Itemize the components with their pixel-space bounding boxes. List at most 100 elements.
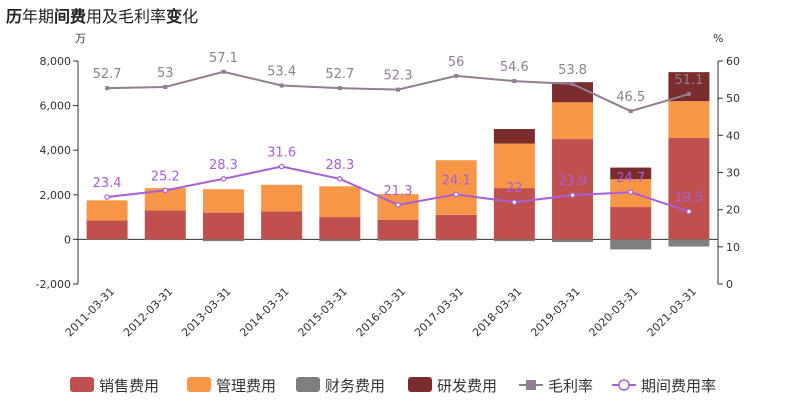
bar-sales xyxy=(319,217,361,240)
point-period xyxy=(511,199,518,206)
point-period xyxy=(162,187,169,194)
data-label-gross: 46.5 xyxy=(616,90,645,105)
data-label-period: 28.3 xyxy=(325,158,354,173)
legend-marker-period xyxy=(618,379,630,391)
legend-label-sales: 销售费用 xyxy=(99,377,159,395)
bars xyxy=(86,72,710,250)
data-label-period: 28.3 xyxy=(209,158,238,173)
bar-mgmt xyxy=(202,189,244,213)
y-tick-label-left: 6,000 xyxy=(40,100,72,113)
data-label-period: 19.5 xyxy=(674,191,703,206)
bar-sales xyxy=(377,219,419,240)
bar-rd xyxy=(668,72,710,102)
point-period xyxy=(337,176,343,182)
bar-sales xyxy=(493,188,535,240)
legend: 销售费用 管理费用 财务费用 研发费用 毛利率 期间费用率 xyxy=(70,377,716,395)
data-label-period: 23.4 xyxy=(93,176,122,191)
bar-finance xyxy=(202,239,244,242)
bar-sales xyxy=(668,137,710,240)
y-tick-label-left: -2,000 xyxy=(36,278,71,291)
bar-rd xyxy=(610,167,652,180)
bar-mgmt xyxy=(86,200,128,221)
bar-mgmt xyxy=(435,160,477,215)
point-gross xyxy=(279,83,284,88)
bar-sales xyxy=(86,220,128,240)
bar-mgmt xyxy=(668,101,710,138)
legend-label-rd: 研发费用 xyxy=(437,377,497,395)
point-period xyxy=(569,192,576,198)
point-gross xyxy=(628,109,633,114)
y-tick-label-left: 4,000 xyxy=(40,144,72,157)
chart-title: 历年期间费用及毛利率变化 xyxy=(6,3,198,27)
x-tick-label: 2014-03-31 xyxy=(237,285,291,339)
data-label-gross: 52.7 xyxy=(93,67,122,82)
bar-finance xyxy=(610,239,652,250)
bar-mgmt xyxy=(552,102,594,140)
x-tick-label: 2017-03-31 xyxy=(412,285,466,339)
point-gross xyxy=(512,79,517,84)
data-label-period: 25.2 xyxy=(151,169,180,184)
point-period xyxy=(220,176,227,182)
point-period xyxy=(453,191,459,198)
bar-finance xyxy=(668,239,710,247)
x-tick-label: 2019-03-31 xyxy=(528,285,582,339)
bar-mgmt xyxy=(144,188,186,211)
right-unit-label: % xyxy=(713,32,723,45)
x-tick-label: 2011-03-31 xyxy=(63,285,117,339)
data-label-gross: 57.1 xyxy=(209,51,238,66)
point-gross xyxy=(454,73,459,78)
bar-finance xyxy=(552,239,594,243)
point-period xyxy=(104,194,110,200)
y-tick-label-right: 60 xyxy=(726,55,740,68)
y-tick-label-right: 50 xyxy=(726,92,740,105)
point-gross xyxy=(105,86,110,91)
title-part: 年期 xyxy=(22,7,55,26)
y-tick-label-left: 2,000 xyxy=(40,189,72,202)
data-label-gross: 52.3 xyxy=(384,69,413,84)
point-period xyxy=(686,208,692,215)
y-tick-label-right: 0 xyxy=(726,278,733,291)
bar-rd xyxy=(493,129,535,144)
bar-rd xyxy=(552,82,594,103)
data-label-period: 24.7 xyxy=(616,171,645,186)
lines xyxy=(104,69,692,215)
data-label-period: 23.9 xyxy=(558,174,587,189)
x-tick-label: 2018-03-31 xyxy=(470,285,524,339)
data-label-gross: 53.4 xyxy=(267,65,296,80)
x-tick-label: 2012-03-31 xyxy=(121,285,175,339)
left-unit-label: 万 xyxy=(75,32,86,45)
y-tick-label-right: 20 xyxy=(726,204,740,217)
bar-sales xyxy=(144,210,186,240)
data-label-gross: 53 xyxy=(157,66,174,81)
y-tick-label-left: 0 xyxy=(64,233,71,246)
point-period xyxy=(627,189,634,195)
legend-label-period: 期间费用率 xyxy=(641,377,716,395)
data-label-period: 21.3 xyxy=(384,184,413,199)
point-gross xyxy=(337,86,342,91)
bar-sales xyxy=(552,139,594,240)
bar-sales xyxy=(610,207,652,240)
data-label-gross: 54.6 xyxy=(500,60,529,75)
bar-mgmt xyxy=(493,143,535,189)
x-tick-label: 2021-03-31 xyxy=(645,285,699,339)
bar-finance xyxy=(261,239,303,241)
point-gross xyxy=(686,92,691,97)
bar-sales xyxy=(202,212,244,240)
y-tick-label-right: 10 xyxy=(726,241,740,254)
bar-finance xyxy=(435,239,477,241)
legend-swatch-finance xyxy=(296,377,320,392)
legend-label-finance: 财务费用 xyxy=(325,377,385,395)
bar-mgmt xyxy=(319,186,361,218)
data-label-gross: 53.8 xyxy=(558,63,587,78)
legend-label-gross: 毛利率 xyxy=(548,377,593,395)
point-gross xyxy=(221,69,226,74)
point-gross xyxy=(396,87,400,92)
bar-finance xyxy=(377,239,419,241)
title-part: 用及毛利率 xyxy=(86,7,167,26)
title-part: 间费 xyxy=(54,7,87,26)
point-period xyxy=(278,163,285,170)
x-tick-label: 2013-03-31 xyxy=(179,285,233,339)
title-part: 变 xyxy=(166,7,183,26)
title-part: 化 xyxy=(182,7,199,26)
